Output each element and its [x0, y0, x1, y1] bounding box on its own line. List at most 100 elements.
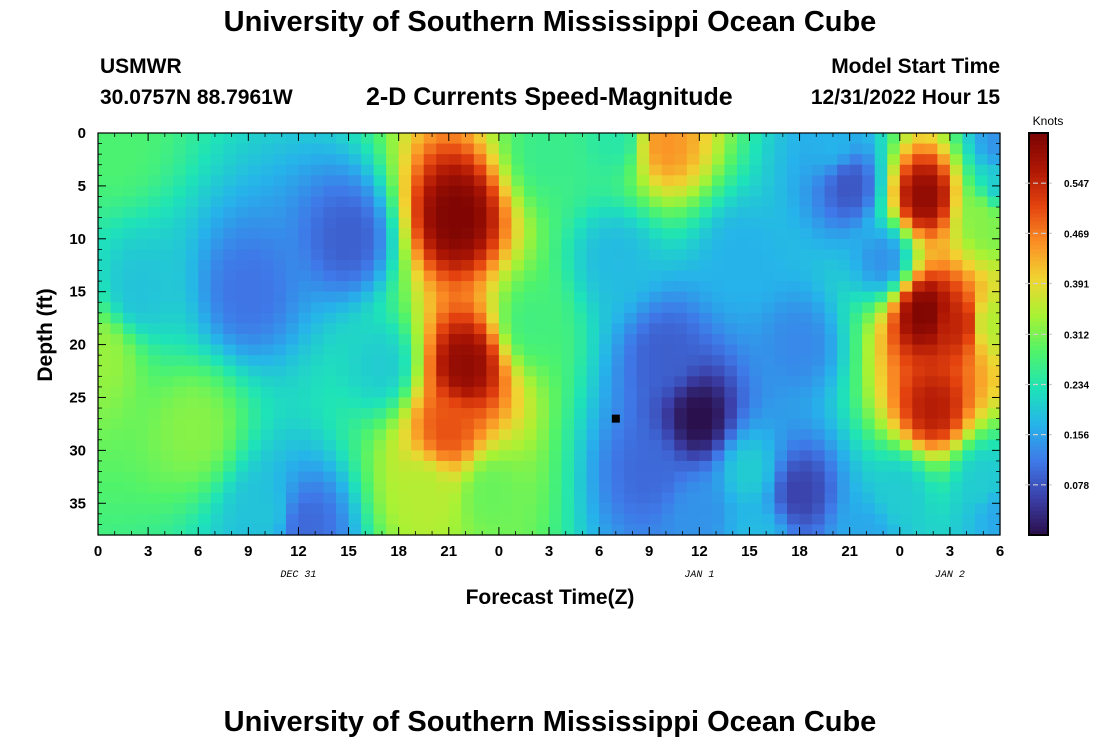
- heatmap-cell: [812, 185, 826, 198]
- heatmap-cell: [749, 471, 763, 483]
- heatmap-cell: [912, 164, 926, 176]
- heatmap-cell: [849, 249, 863, 261]
- heatmap-cell: [686, 513, 700, 526]
- heatmap-cell: [561, 344, 575, 356]
- heatmap-cell: [386, 439, 400, 451]
- heatmap-cell: [787, 238, 801, 250]
- heatmap-cell: [398, 429, 412, 441]
- heatmap-cell: [962, 386, 976, 399]
- heatmap-cell: [411, 471, 425, 483]
- heatmap-cell: [110, 482, 124, 494]
- heatmap-cell: [436, 196, 450, 208]
- heatmap-cell: [98, 196, 112, 208]
- heatmap-cell: [974, 429, 989, 441]
- heatmap-cell: [649, 492, 663, 504]
- heatmap-cell: [761, 376, 776, 388]
- heatmap-cell: [924, 217, 938, 229]
- heatmap-cell: [185, 281, 199, 293]
- heatmap-cell: [323, 217, 337, 229]
- heatmap-cell: [148, 228, 162, 240]
- heatmap-cell: [824, 365, 838, 377]
- heatmap-cell: [937, 439, 951, 451]
- colorbar-swatch: [1029, 329, 1048, 335]
- heatmap-cell: [661, 185, 675, 198]
- heatmap-cell: [887, 524, 901, 536]
- heatmap-cell: [536, 143, 550, 155]
- heatmap-cell: [837, 386, 851, 399]
- heatmap-cell: [736, 164, 751, 176]
- heatmap-cell: [336, 450, 350, 462]
- heatmap-cell: [198, 439, 212, 451]
- heatmap-cell: [273, 344, 287, 356]
- heatmap-cell: [423, 259, 437, 272]
- heatmap-cell: [448, 302, 462, 314]
- heatmap-cell: [423, 492, 437, 504]
- heatmap-cell: [110, 143, 124, 155]
- heatmap-cell: [323, 228, 337, 240]
- heatmap-cell: [812, 482, 826, 494]
- heatmap-cell: [899, 133, 913, 145]
- heatmap-cell: [974, 386, 989, 399]
- heatmap-cell: [298, 492, 312, 504]
- heatmap-cell: [461, 312, 475, 325]
- heatmap-cell: [699, 418, 713, 430]
- heatmap-cell: [123, 513, 137, 526]
- heatmap-cell: [636, 376, 650, 388]
- heatmap-cell: [674, 471, 688, 483]
- heatmap-cell: [899, 196, 913, 208]
- heatmap-cell: [699, 503, 713, 515]
- heatmap-cell: [198, 164, 212, 176]
- heatmap-cell: [448, 418, 462, 430]
- heatmap-cell: [361, 259, 375, 272]
- heatmap-cell: [448, 291, 462, 303]
- heatmap-cell: [511, 334, 525, 346]
- heatmap-cell: [661, 334, 675, 346]
- heatmap-cell: [761, 133, 776, 145]
- heatmap-cell: [336, 429, 350, 441]
- heatmap-cell: [812, 450, 826, 462]
- heatmap-cell: [336, 154, 350, 166]
- heatmap-cell: [373, 175, 387, 187]
- heatmap-cell: [123, 312, 137, 325]
- heatmap-cell: [812, 355, 826, 367]
- heatmap-cell: [285, 439, 300, 451]
- heatmap-cell: [787, 429, 801, 441]
- heatmap-cell: [498, 471, 513, 483]
- heatmap-cell: [962, 217, 976, 229]
- heatmap-cell: [273, 450, 287, 462]
- heatmap-cell: [423, 365, 437, 377]
- heatmap-cell: [724, 217, 738, 229]
- heatmap-cell: [135, 524, 149, 536]
- heatmap-cell: [486, 471, 500, 483]
- heatmap-cell: [135, 175, 149, 187]
- heatmap-cell: [724, 228, 738, 240]
- heatmap-cell: [310, 460, 325, 473]
- heatmap-cell: [636, 312, 650, 325]
- heatmap-cell: [912, 439, 926, 451]
- heatmap-cell: [974, 513, 989, 526]
- heatmap-cell: [486, 386, 500, 399]
- heatmap-cell: [361, 323, 375, 335]
- heatmap-cell: [323, 207, 337, 219]
- heatmap-cell: [448, 154, 462, 166]
- heatmap-cell: [837, 143, 851, 155]
- heatmap-cell: [874, 154, 888, 166]
- heatmap-cell: [323, 460, 337, 473]
- heatmap-cell: [160, 492, 174, 504]
- heatmap-cell: [812, 302, 826, 314]
- heatmap-cell: [148, 302, 162, 314]
- heatmap-cell: [774, 302, 788, 314]
- heatmap-cell: [323, 344, 337, 356]
- heatmap-cell: [624, 291, 638, 303]
- heatmap-cell: [461, 344, 475, 356]
- colorbar-swatch: [1029, 526, 1048, 532]
- heatmap-cell: [235, 450, 249, 462]
- heatmap-cell: [937, 228, 951, 240]
- heatmap-cell: [486, 185, 500, 198]
- heatmap-cell: [686, 154, 700, 166]
- heatmap-cell: [649, 281, 663, 293]
- heatmap-cell: [173, 450, 187, 462]
- heatmap-cell: [949, 482, 964, 494]
- heatmap-cell: [711, 196, 725, 208]
- heatmap-cell: [849, 365, 863, 377]
